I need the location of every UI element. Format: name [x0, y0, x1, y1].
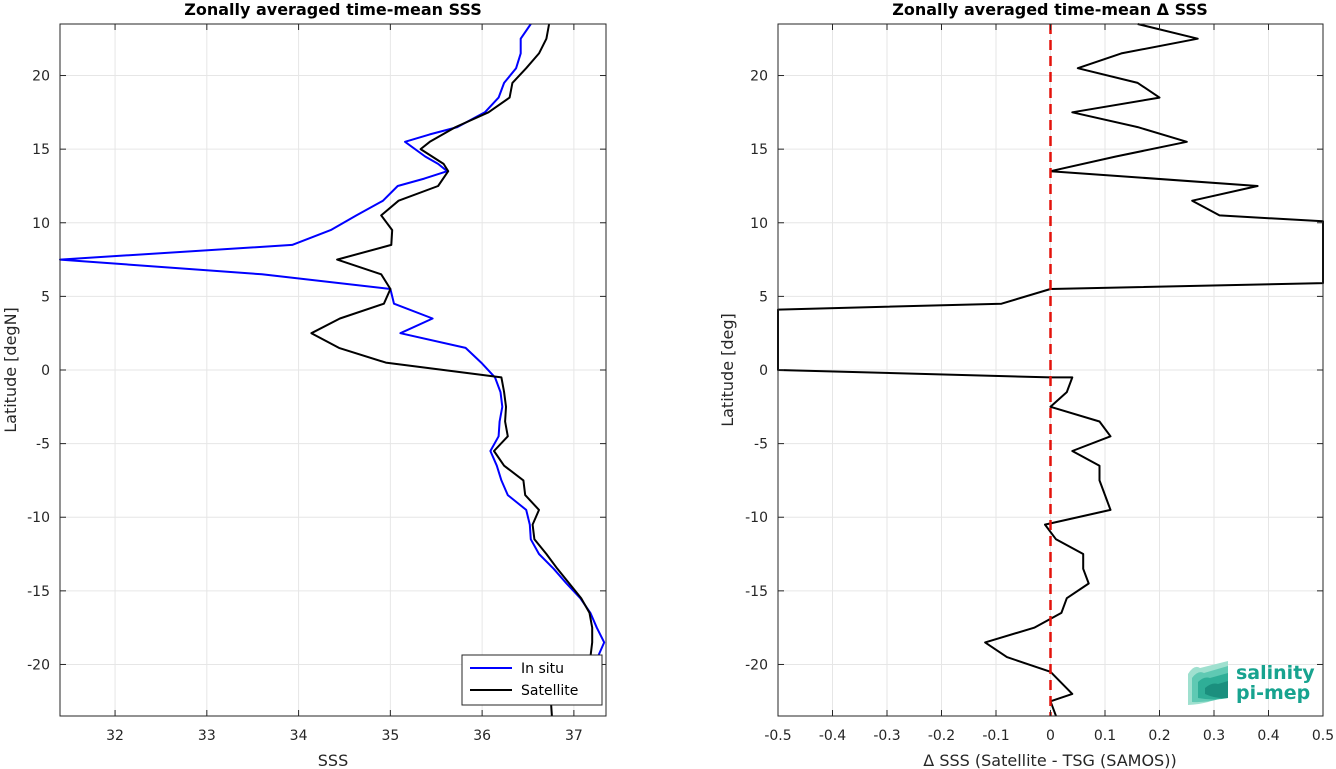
- right-ticks: -0.5 -0.4 -0.3 -0.2 -0.1 0 0.1 0.2 0.3 0.4 0.5 -20 -…: [745, 24, 1334, 744]
- left-y-tick-label: -20: [27, 657, 50, 673]
- right-x-tick-label: 0.3: [1203, 728, 1225, 744]
- left-series-line-satellite: [310, 23, 594, 717]
- left-x-axis-label: SSS: [318, 751, 348, 769]
- left-y-axis-label: Latitude [degN]: [1, 307, 20, 433]
- right-series: [777, 23, 1324, 717]
- legend-label-satellite: Satellite: [521, 683, 578, 699]
- right-y-tick-label: 15: [750, 142, 768, 158]
- logo-waves-icon: [1188, 661, 1228, 705]
- right-y-axis-label: Latitude [deg]: [718, 313, 737, 427]
- right-x-tick-label: 0.2: [1148, 728, 1170, 744]
- right-y-tick-label: 0: [759, 363, 768, 379]
- left-legend: In situ Satellite: [461, 654, 603, 706]
- right-x-tick-label: -0.4: [819, 728, 846, 744]
- left-ticks: 32 33 34 35 36 37 -20 -15 -10 -5 0 5 10 15 20: [27, 24, 606, 744]
- left-y-tick-label: 15: [32, 142, 50, 158]
- left-y-tick-label: -5: [36, 437, 50, 453]
- right-x-axis-label: Δ SSS (Satellite - TSG (SAMOS)): [923, 751, 1176, 769]
- left-x-tick-label: 35: [381, 728, 399, 744]
- salinity-pi-mep-logo: salinity pi-mep: [1188, 661, 1315, 705]
- left-x-tick-label: 32: [106, 728, 124, 744]
- right-y-tick-label: 20: [750, 69, 768, 85]
- right-y-tick-label: -10: [745, 510, 768, 526]
- left-y-tick-label: 20: [32, 69, 50, 85]
- right-x-tick-label: -0.2: [928, 728, 955, 744]
- right-y-tick-label: -15: [745, 584, 768, 600]
- left-series-line-in-situ: [59, 23, 606, 658]
- legend-box: [461, 654, 603, 706]
- left-x-tick-label: 34: [290, 728, 308, 744]
- right-x-tick-label: -0.5: [764, 728, 791, 744]
- right-x-tick-label: -0.3: [873, 728, 900, 744]
- right-panel-delta-sss: -0.5 -0.4 -0.3 -0.2 -0.1 0 0.1 0.2 0.3 0.4 0.5 -20 -…: [718, 0, 1334, 769]
- left-grid: [60, 24, 606, 716]
- left-series: [59, 23, 606, 717]
- left-x-tick-label: 36: [473, 728, 491, 744]
- right-x-tick-label: 0.5: [1312, 728, 1334, 744]
- left-chart-title: Zonally averaged time-mean SSS: [184, 0, 482, 19]
- left-y-tick-label: -10: [27, 510, 50, 526]
- right-x-tick-label: 0.1: [1094, 728, 1116, 744]
- right-x-tick-label: -0.1: [982, 728, 1009, 744]
- left-panel-sss: 32 33 34 35 36 37 -20 -15 -10 -5 0 5 10 15 20 Zonally …: [1, 0, 607, 769]
- left-y-tick-label: 10: [32, 216, 50, 232]
- left-y-tick-label: 5: [41, 289, 50, 305]
- logo-text-salinity: salinity: [1236, 662, 1315, 684]
- right-x-tick-label: 0.4: [1257, 728, 1279, 744]
- right-chart-title: Zonally averaged time-mean Δ SSS: [892, 0, 1208, 19]
- left-y-tick-label: -15: [27, 584, 50, 600]
- logo-text-pi-mep: pi-mep: [1236, 682, 1310, 704]
- right-y-tick-label: -5: [754, 437, 768, 453]
- right-y-tick-label: 5: [759, 289, 768, 305]
- right-series-line-0: [777, 23, 1324, 717]
- left-y-tick-label: 0: [41, 363, 50, 379]
- right-y-tick-label: 10: [750, 216, 768, 232]
- right-y-tick-label: -20: [745, 657, 768, 673]
- left-x-tick-label: 37: [565, 728, 583, 744]
- legend-label-in-situ: In situ: [521, 661, 564, 677]
- left-x-tick-label: 33: [198, 728, 216, 744]
- right-x-tick-label: 0: [1046, 728, 1055, 744]
